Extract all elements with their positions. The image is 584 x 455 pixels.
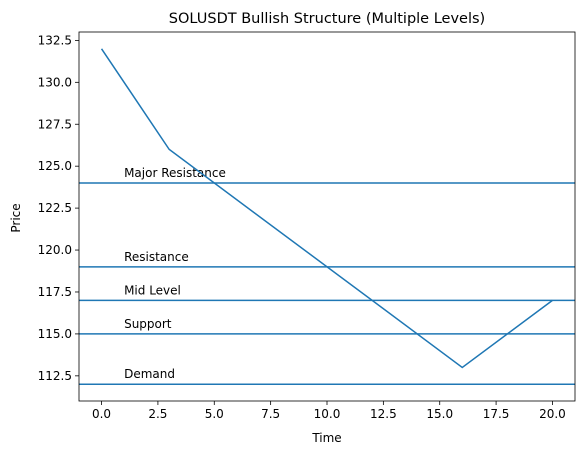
level-label: Support xyxy=(124,317,172,331)
x-tick-label: 10.0 xyxy=(314,407,341,421)
level-label: Mid Level xyxy=(124,283,181,297)
x-tick-label: 12.5 xyxy=(370,407,397,421)
y-tick-label: 117.5 xyxy=(38,285,72,299)
chart-title: SOLUSDT Bullish Structure (Multiple Leve… xyxy=(169,11,485,27)
x-axis-label: Time xyxy=(311,431,341,445)
y-tick-label: 125.0 xyxy=(38,159,72,173)
plot-frame xyxy=(78,31,576,402)
y-tick-label: 112.5 xyxy=(38,369,72,383)
x-tick-label: 20.0 xyxy=(539,407,566,421)
y-tick-label: 115.0 xyxy=(38,327,72,341)
price-series-line xyxy=(100,48,553,369)
y-tick-label: 127.5 xyxy=(38,117,72,131)
y-tick-label: 122.5 xyxy=(38,201,72,215)
y-tick-label: 132.5 xyxy=(38,33,72,47)
level-label: Resistance xyxy=(124,250,189,264)
x-tick-label: 0.0 xyxy=(92,407,111,421)
y-axis-label: Price xyxy=(9,203,23,232)
y-tick-label: 120.0 xyxy=(38,243,72,257)
x-tick-label: 5.0 xyxy=(205,407,224,421)
y-tick-label: 130.0 xyxy=(38,75,72,89)
x-tick-label: 2.5 xyxy=(148,407,167,421)
level-label: Demand xyxy=(124,367,175,381)
x-tick-label: 17.5 xyxy=(483,407,510,421)
x-tick-label: 15.0 xyxy=(426,407,453,421)
plot-area: Major Resistance Resistance Mid Level Suppo… xyxy=(38,31,576,421)
x-tick-label: 7.5 xyxy=(261,407,280,421)
level-label: Major Resistance xyxy=(124,166,226,180)
